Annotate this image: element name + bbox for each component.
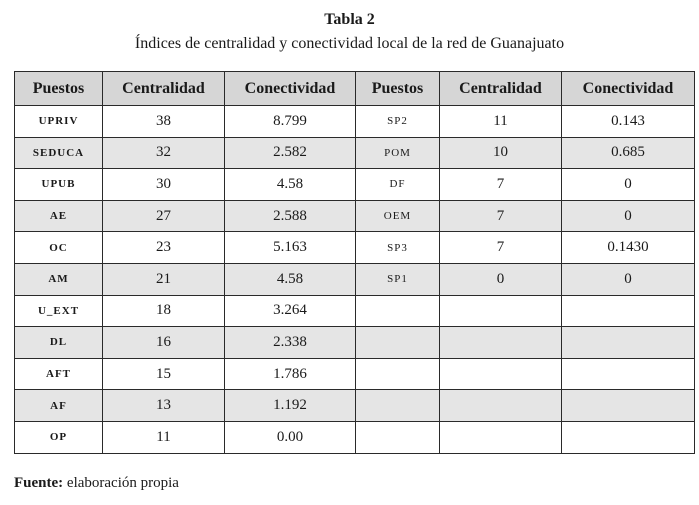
table-subtitle: Índices de centralidad y conectividad lo… bbox=[134, 35, 565, 52]
table-cell: AM bbox=[14, 262, 103, 296]
table-cell: 16 bbox=[102, 326, 225, 359]
table-cell bbox=[561, 294, 695, 328]
table-cell bbox=[355, 357, 440, 391]
table-cell: 30 bbox=[102, 168, 225, 201]
header-cell: Centralidad bbox=[439, 71, 562, 106]
table-cell: 4.58 bbox=[224, 168, 356, 201]
table-cell: 2.588 bbox=[224, 199, 356, 233]
table-cell: 15 bbox=[102, 357, 225, 391]
table-cell: SP2 bbox=[355, 105, 440, 138]
table-row: AE 27 2.588 OEM 7 0 bbox=[14, 199, 695, 233]
table-cell: UPRIV bbox=[14, 105, 103, 138]
table-cell: 11 bbox=[439, 105, 562, 138]
table-cell: AF bbox=[14, 389, 103, 422]
table-row: DL 16 2.338 bbox=[14, 326, 695, 359]
table-cell: 0.685 bbox=[561, 136, 695, 170]
header-cell: Puestos bbox=[355, 71, 440, 106]
table-row: SEDUCA 32 2.582 POM 10 0.685 bbox=[14, 136, 695, 170]
table-row: OC 23 5.163 SP3 7 0.1430 bbox=[14, 231, 695, 264]
table-cell: 13 bbox=[102, 389, 225, 422]
table-cell: 0.143 bbox=[561, 105, 695, 138]
table-cell bbox=[561, 420, 695, 454]
table-cell: SP3 bbox=[355, 231, 440, 264]
table-cell: 0 bbox=[561, 199, 695, 233]
table-cell: 4.58 bbox=[224, 262, 356, 296]
table-row: UPRIV 38 8.799 SP2 11 0.143 bbox=[14, 105, 695, 138]
table-cell: 2.338 bbox=[224, 326, 356, 359]
table-row: U_EXT 18 3.264 bbox=[14, 294, 695, 328]
table-cell: OC bbox=[14, 231, 103, 264]
table-cell: 10 bbox=[439, 136, 562, 170]
table-cell: OP bbox=[14, 420, 103, 454]
table-cell: 7 bbox=[439, 168, 562, 201]
table-row: AM 21 4.58 SP1 0 0 bbox=[14, 262, 695, 296]
header-cell: Conectividad bbox=[561, 71, 695, 106]
table-cell bbox=[439, 326, 562, 359]
table-cell: 0 bbox=[439, 262, 562, 296]
table-cell bbox=[439, 420, 562, 454]
table-row: AF 13 1.192 bbox=[14, 389, 695, 422]
table-cell bbox=[355, 420, 440, 454]
table-cell: POM bbox=[355, 136, 440, 170]
table-cell bbox=[439, 389, 562, 422]
header-cell: Puestos bbox=[14, 71, 103, 106]
source-text: elaboración propia bbox=[63, 475, 179, 491]
table-row: UPUB 30 4.58 DF 7 0 bbox=[14, 168, 695, 201]
table-cell: 1.192 bbox=[224, 389, 356, 422]
table-cell: 7 bbox=[439, 199, 562, 233]
table-cell: 8.799 bbox=[224, 105, 356, 138]
table-cell: DL bbox=[14, 326, 103, 359]
table-cell: 2.582 bbox=[224, 136, 356, 170]
table-cell bbox=[439, 294, 562, 328]
table-row: OP 11 0.00 bbox=[14, 420, 695, 454]
table-cell: UPUB bbox=[14, 168, 103, 201]
table-cell: 0 bbox=[561, 168, 695, 201]
header-cell: Conectividad bbox=[224, 71, 356, 106]
table-cell bbox=[561, 357, 695, 391]
header-row: Puestos Centralidad Conectividad Puestos… bbox=[14, 71, 695, 106]
table-cell: 32 bbox=[102, 136, 225, 170]
table-cell: SP1 bbox=[355, 262, 440, 296]
table-row: AFT 15 1.786 bbox=[14, 357, 695, 391]
source-label: Fuente: bbox=[14, 475, 64, 491]
table-cell: 11 bbox=[102, 420, 225, 454]
table-cell: AFT bbox=[14, 357, 103, 391]
table-cell: 5.163 bbox=[224, 231, 356, 264]
table-cell: 38 bbox=[102, 105, 225, 138]
table-cell: 18 bbox=[102, 294, 225, 328]
header-cell: Centralidad bbox=[102, 71, 225, 106]
table-cell: U_EXT bbox=[14, 294, 103, 328]
table-cell bbox=[355, 389, 440, 422]
table-cell: 0.00 bbox=[224, 420, 356, 454]
table-cell: 0 bbox=[561, 262, 695, 296]
table-cell bbox=[561, 389, 695, 422]
table-cell: 1.786 bbox=[224, 357, 356, 391]
table-cell: 0.1430 bbox=[561, 231, 695, 264]
table-cell: DF bbox=[355, 168, 440, 201]
table-cell: 7 bbox=[439, 231, 562, 264]
table-cell bbox=[355, 326, 440, 359]
table-cell: AE bbox=[14, 199, 103, 233]
table-cell bbox=[355, 294, 440, 328]
table-cell: OEM bbox=[355, 199, 440, 233]
table-cell: 23 bbox=[102, 231, 225, 264]
table-cell: SEDUCA bbox=[14, 136, 103, 170]
table-title: Tabla 2 bbox=[324, 11, 375, 28]
table-cell bbox=[561, 326, 695, 359]
table-cell bbox=[439, 357, 562, 391]
table-cell: 27 bbox=[102, 199, 225, 233]
table-cell: 3.264 bbox=[224, 294, 356, 328]
table-cell: 21 bbox=[102, 262, 225, 296]
centrality-table: Puestos Centralidad Conectividad Puestos… bbox=[14, 71, 695, 454]
source-note: Fuente: elaboración propia bbox=[14, 475, 179, 492]
